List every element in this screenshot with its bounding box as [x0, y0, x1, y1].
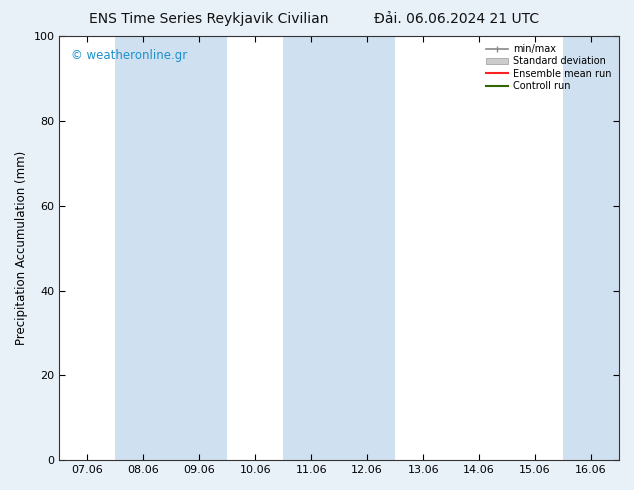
Y-axis label: Precipitation Accumulation (mm): Precipitation Accumulation (mm) — [15, 151, 28, 345]
Legend: min/max, Standard deviation, Ensemble mean run, Controll run: min/max, Standard deviation, Ensemble me… — [484, 41, 614, 94]
Bar — [563, 36, 634, 460]
Text: ENS Time Series Reykjavik Civilian: ENS Time Series Reykjavik Civilian — [89, 12, 329, 26]
Text: © weatheronline.gr: © weatheronline.gr — [70, 49, 187, 62]
Bar — [115, 36, 228, 460]
Text: Đải. 06.06.2024 21 UTC: Đải. 06.06.2024 21 UTC — [374, 12, 539, 26]
Bar — [283, 36, 395, 460]
